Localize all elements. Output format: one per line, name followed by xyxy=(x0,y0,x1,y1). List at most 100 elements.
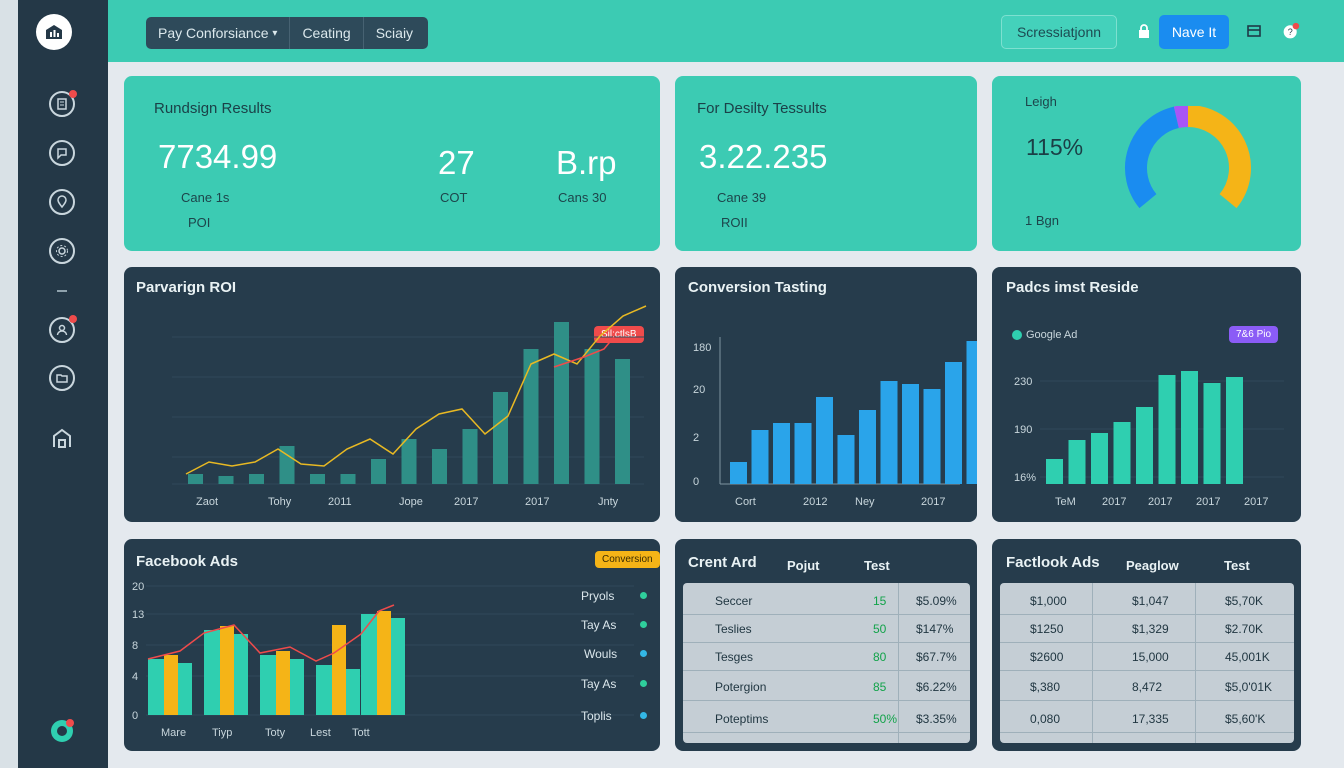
chart-bar-teal xyxy=(204,630,220,715)
table-row[interactable]: Tesges 80 $67.7% xyxy=(683,641,970,671)
chart-bar xyxy=(859,410,876,484)
table-cell: $5.09% xyxy=(916,594,957,608)
y-tick-label: 4 xyxy=(132,671,138,683)
y-tick-label: 20 xyxy=(132,581,144,593)
table-card-crent-ard: Crent Ard Pojut Test Seccer 15 $5.09% Tesli… xyxy=(675,539,977,751)
kpi-card-rundsign-results: Rundsign Results 7734.99 Cane 1s POI 27 … xyxy=(124,76,660,251)
table-cell: 45,001K xyxy=(1225,650,1270,664)
table-cell: 85 xyxy=(873,680,887,694)
y-tick-label: 16% xyxy=(1014,472,1036,484)
sidebar-item-reports[interactable] xyxy=(49,91,75,117)
legend-dot xyxy=(640,592,647,599)
y-tick-label: 20 xyxy=(693,384,705,396)
sidebar-item-profile[interactable] xyxy=(49,317,75,343)
x-tick-label: Tiyp xyxy=(212,727,232,739)
table-header: Pojut xyxy=(787,558,820,573)
chart-bar-yellow xyxy=(377,611,391,715)
x-tick-label: TeM xyxy=(1055,496,1076,508)
chart-card-resides: Padcs imst Reside Google Ad 7&6 Pio 230 1… xyxy=(992,267,1301,522)
legend-dot xyxy=(1012,330,1022,340)
kpi-label: Cane 1s xyxy=(181,190,230,205)
help-icon[interactable]: ? xyxy=(1282,22,1300,40)
legend-label: Tay As xyxy=(581,677,617,691)
table-cell: $2.70K xyxy=(1225,622,1264,636)
logo-icon xyxy=(46,25,62,39)
sidebar-item-location[interactable] xyxy=(49,189,75,215)
sidebar-item-settings[interactable] xyxy=(49,238,75,264)
chart-card-parvarign-roi: Parvarign ROI Sil;ctlsB Zaot Tohy 2011 Jope… xyxy=(124,267,660,522)
table-row[interactable]: Seccer 15 $5.09% xyxy=(683,585,970,615)
chart-bar xyxy=(1136,407,1153,484)
x-tick-label: 2017 xyxy=(1196,496,1220,508)
table-row[interactable]: Teslies 50 $147% xyxy=(683,613,970,643)
kpi-value-main: 7734.99 xyxy=(158,138,278,175)
sidebar-item-home[interactable] xyxy=(49,425,75,451)
chart-bar xyxy=(966,341,977,484)
sidebar-divider xyxy=(57,290,67,292)
chart-bar xyxy=(432,449,447,484)
chart-badge: 7&6 Pio xyxy=(1229,326,1279,343)
session-button[interactable]: Scressiatjonn xyxy=(1001,15,1117,49)
lock-icon[interactable] xyxy=(1135,22,1153,40)
table-cell: $1,000 xyxy=(1030,594,1067,608)
table-row[interactable]: $1250 $1,329 $2.70K xyxy=(1000,613,1294,643)
chart-bar xyxy=(1091,433,1108,484)
y-tick-label: 180 xyxy=(693,342,711,354)
table-cell: $1,047 xyxy=(1132,594,1169,608)
table-cell: $5,0'01K xyxy=(1225,680,1272,694)
x-tick-label: 2017 xyxy=(1102,496,1126,508)
x-tick-label: 2017 xyxy=(1148,496,1172,508)
gauge-segment xyxy=(1187,106,1251,209)
table-row[interactable]: $1,000 $1,047 $5,70K xyxy=(1000,585,1294,615)
table-row[interactable]: $2600 15,000 45,001K xyxy=(1000,641,1294,671)
document-icon xyxy=(57,98,67,110)
table-row[interactable]: 0,080 17,335 $5,60'K xyxy=(1000,703,1294,733)
x-tick-label: Zaot xyxy=(196,496,218,508)
column-divider xyxy=(1092,583,1093,743)
segment-pay-conforsiance[interactable]: Pay Conforsiance ▾ xyxy=(146,17,291,49)
sidebar-item-files[interactable] xyxy=(49,365,75,391)
table-cell: $1,329 xyxy=(1132,622,1169,636)
table-cell: Poteptims xyxy=(715,712,769,726)
x-tick-label: Tott xyxy=(352,727,370,739)
card-title: Rundsign Results xyxy=(154,100,272,117)
segment-ceating[interactable]: Ceating xyxy=(290,17,364,49)
table-body: $1,000 $1,047 $5,70K $1250 $1,329 $2.70K $2600… xyxy=(1000,583,1294,743)
chart-bar xyxy=(462,429,478,484)
chart-bar xyxy=(401,439,417,484)
chart-bar xyxy=(1181,371,1198,484)
sidebar-item-messages[interactable] xyxy=(49,140,75,166)
kpi-label: POI xyxy=(188,215,211,230)
table-row[interactable]: Poteptims 50% $3.35% xyxy=(683,703,970,733)
card-title: For Desilty Tessults xyxy=(697,100,827,117)
chart-bar xyxy=(249,474,264,484)
table-cell: 17,335 xyxy=(1132,712,1169,726)
chart-bar xyxy=(837,435,855,484)
y-tick-label: 0 xyxy=(693,476,699,488)
app-logo[interactable] xyxy=(36,14,72,50)
table-row[interactable]: $,380 8,472 $5,0'01K xyxy=(1000,671,1294,701)
card-title: Crent Ard xyxy=(688,554,757,571)
chart-bar-yellow xyxy=(220,626,234,715)
x-tick-label: Tohy xyxy=(268,496,292,508)
kpi-label: ROII xyxy=(721,215,748,230)
table-cell: $5,70K xyxy=(1225,594,1264,608)
chart-bar xyxy=(923,389,941,484)
x-tick-label: Jope xyxy=(399,496,423,508)
chart-bar xyxy=(945,362,962,484)
chart-bar-teal xyxy=(316,665,332,715)
menu-icon[interactable] xyxy=(1245,22,1263,40)
chart-bar-teal xyxy=(391,618,405,715)
kpi-value-mid: 27 xyxy=(438,144,475,181)
new-item-button[interactable]: Nave It xyxy=(1159,15,1229,49)
table-row[interactable]: Potergion 85 $6.22% xyxy=(683,671,970,701)
table-cell: 50 xyxy=(873,622,887,636)
chart-bar-teal xyxy=(234,634,248,715)
sidebar-item-apps[interactable] xyxy=(49,718,75,744)
kpi-label: COT xyxy=(440,190,468,205)
chart-bar-teal xyxy=(178,663,192,715)
view-segmented-control: Pay Conforsiance ▾ Ceating Sciaiy xyxy=(146,17,428,49)
chart-bar xyxy=(1203,383,1221,484)
x-tick-label: 2017 xyxy=(454,496,478,508)
segment-sciaiy[interactable]: Sciaiy xyxy=(375,25,414,41)
